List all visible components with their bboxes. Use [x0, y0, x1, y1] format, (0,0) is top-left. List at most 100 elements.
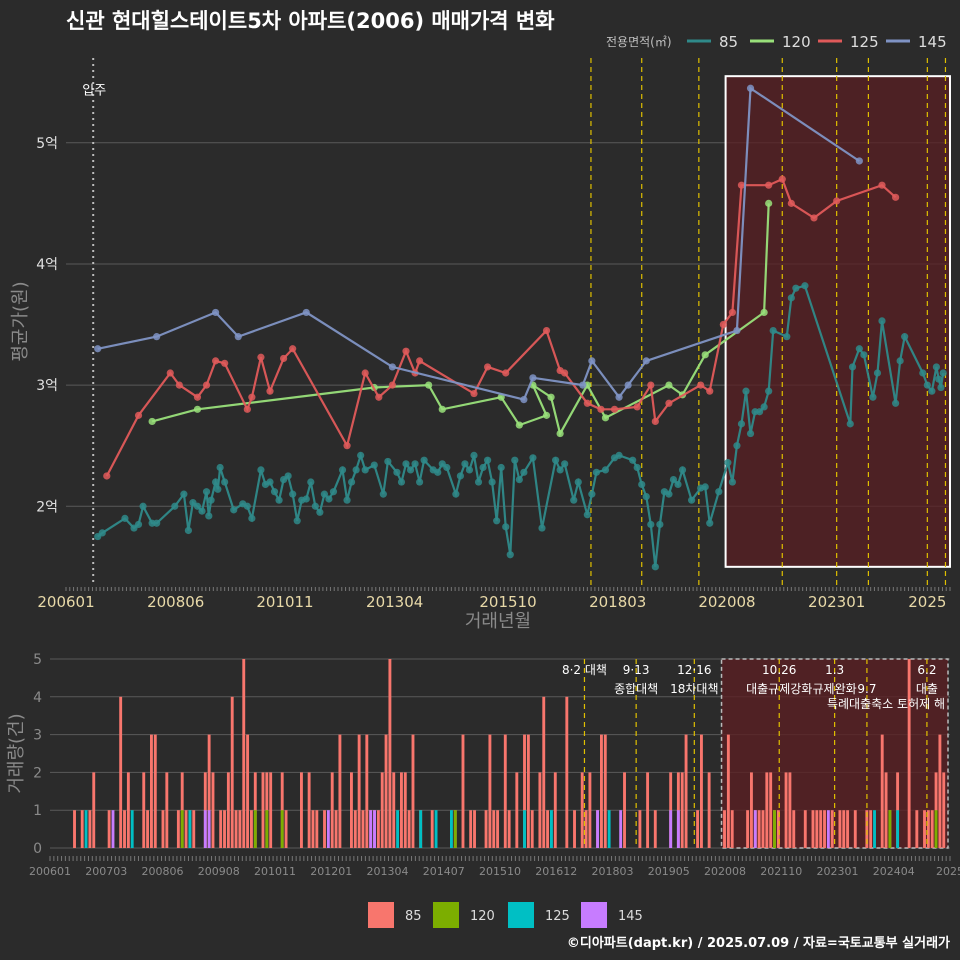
data-point-145	[588, 357, 596, 365]
data-point-85	[669, 476, 678, 484]
series-line-125	[105, 177, 897, 477]
data-point-85	[765, 387, 773, 395]
legend-label-145: 145	[918, 33, 947, 51]
data-point-85	[742, 387, 750, 395]
volume-bar-85	[907, 659, 911, 848]
data-point-85	[502, 523, 510, 531]
volume-bar-85	[865, 810, 869, 848]
data-point-120	[193, 405, 202, 413]
volume-bar-85	[653, 810, 657, 848]
volume-bar-85	[646, 772, 650, 848]
data-point-85	[214, 485, 222, 493]
data-point-85	[171, 502, 179, 510]
volume-bar-85	[361, 810, 365, 848]
data-point-125	[361, 369, 369, 377]
legend-label-125: 125	[850, 33, 879, 51]
data-point-85	[134, 520, 143, 529]
volume-bar-85	[538, 772, 542, 848]
volume-bar-85	[488, 734, 492, 848]
volume-bar-145	[207, 810, 211, 848]
data-point-85	[284, 472, 292, 480]
y-tick-label-volume: 2	[33, 765, 42, 781]
data-point-85	[592, 468, 601, 476]
volume-bar-125	[188, 810, 192, 848]
volume-bar-85	[307, 772, 311, 848]
data-point-85	[121, 514, 129, 522]
volume-bar-85	[788, 772, 792, 848]
volume-bar-85	[211, 772, 215, 848]
volume-bar-85	[230, 696, 234, 848]
volume-bar-85	[523, 734, 526, 848]
data-point-125	[470, 389, 478, 398]
data-point-85	[601, 466, 610, 474]
x-tick-label-volume: 200908	[198, 865, 240, 878]
volume-bar-85	[88, 810, 92, 848]
data-point-85	[678, 466, 687, 474]
copyright-text: ©디아파트(dapt.kr) / 2025.07.09 / 자료=국토교통부 실…	[567, 935, 950, 951]
volume-bar-120	[180, 810, 184, 848]
price-panel: 2억 3억 4억 5억 200601 200806 201011 201304 201510 20…	[10, 58, 951, 632]
data-point-85	[724, 459, 732, 467]
data-point-125	[193, 393, 202, 401]
data-point-125	[280, 354, 288, 363]
data-point-85	[479, 463, 487, 472]
data-point-85	[452, 490, 460, 498]
data-point-85	[416, 478, 424, 486]
volume-bar-85	[176, 810, 180, 848]
data-point-125	[243, 405, 251, 413]
data-point-145	[855, 157, 863, 165]
data-point-85	[656, 520, 664, 529]
data-point-85	[193, 502, 202, 510]
volume-bar-120	[253, 810, 257, 848]
volume-bar-85	[530, 810, 534, 848]
data-point-145	[746, 84, 755, 92]
data-point-125	[651, 417, 659, 426]
data-point-85	[248, 514, 256, 522]
volume-bar-85	[146, 810, 150, 848]
data-point-85	[674, 480, 682, 489]
data-point-85	[769, 326, 777, 335]
data-point-125	[583, 399, 591, 407]
data-point-85	[497, 463, 505, 472]
volume-bar-85	[119, 696, 123, 848]
data-point-85	[688, 496, 696, 504]
policy-annotation-extra: 특례대출축소 토허제 해	[827, 697, 945, 711]
volume-bar-85	[723, 810, 726, 848]
data-point-145	[642, 357, 650, 365]
data-point-85	[320, 490, 328, 498]
x-tick-label: 201011	[256, 593, 313, 611]
volume-bar-85	[600, 734, 603, 848]
volume-bar-85	[153, 734, 157, 848]
data-point-85	[615, 451, 623, 459]
data-point-125	[542, 326, 551, 335]
data-point-85	[393, 468, 401, 476]
data-point-85	[878, 317, 886, 325]
volume-bar-85	[700, 734, 703, 848]
volume-bar-85	[838, 810, 842, 848]
data-point-125	[787, 199, 795, 207]
data-point-85	[311, 502, 319, 510]
x-tick-label-volume: 201905	[648, 865, 690, 878]
data-point-85	[205, 512, 213, 520]
volume-bar-85	[496, 810, 500, 848]
data-point-125	[343, 442, 351, 450]
policy-annotation: 1.3	[825, 663, 844, 677]
volume-bar-85	[503, 734, 507, 848]
policy-annotation: 대출	[916, 682, 938, 696]
volume-bar-85	[542, 696, 546, 848]
data-point-85	[316, 508, 324, 516]
data-point-145	[615, 393, 623, 401]
data-point-125	[257, 353, 265, 361]
data-point-85	[746, 429, 755, 438]
series-85	[94, 282, 947, 571]
data-point-85	[932, 363, 941, 371]
volume-bar-85	[880, 734, 884, 848]
volume-bar-85	[776, 810, 780, 848]
volume-bar-85	[430, 810, 434, 848]
volume-bar-85	[365, 734, 369, 848]
data-point-125	[892, 193, 900, 201]
volume-bar-145	[369, 810, 373, 848]
volume-bar-85	[765, 772, 769, 848]
data-point-85	[561, 460, 569, 468]
